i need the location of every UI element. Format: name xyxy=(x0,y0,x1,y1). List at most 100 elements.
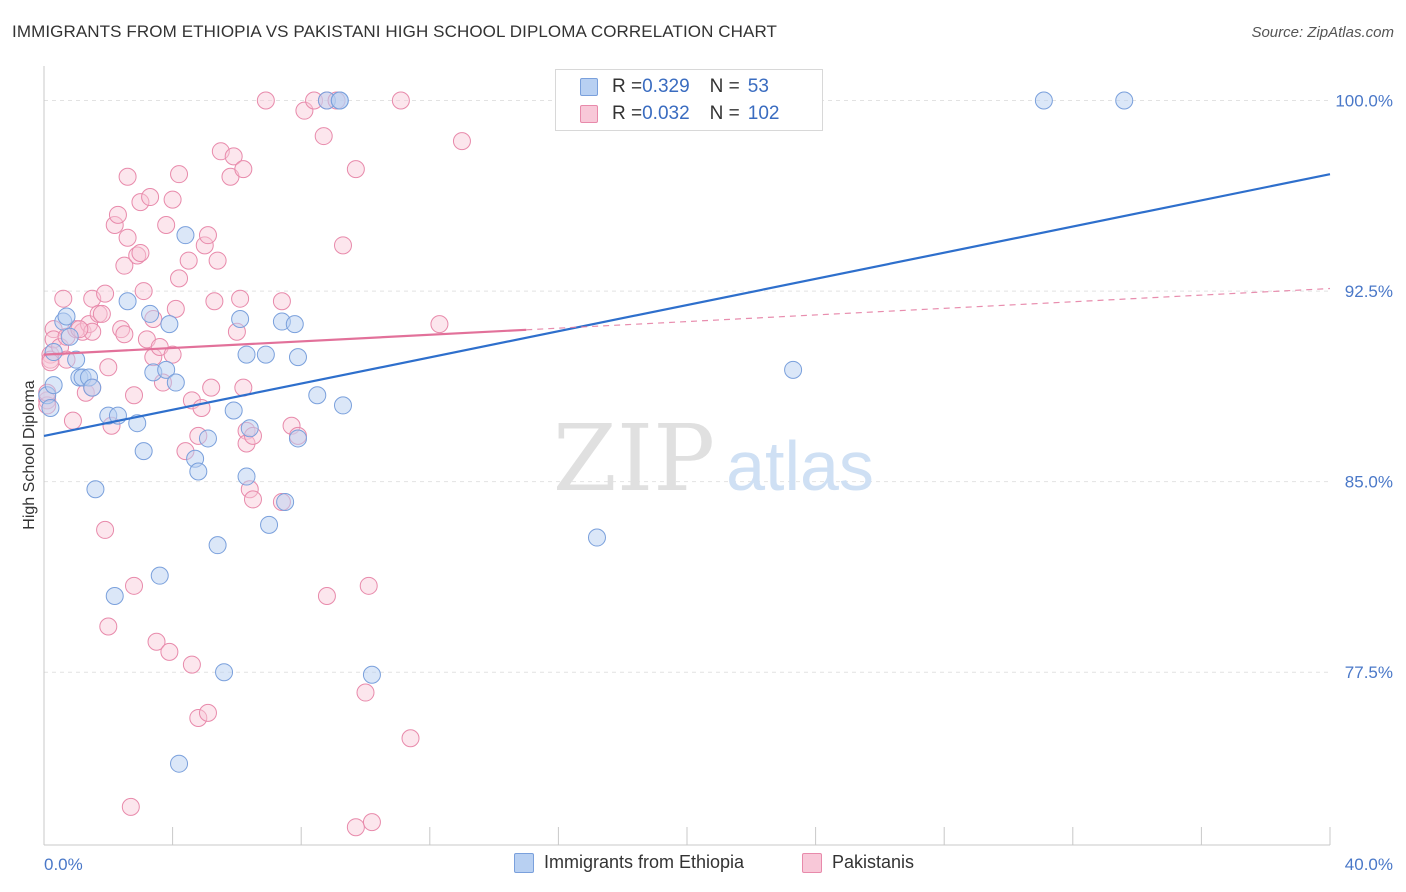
axes xyxy=(43,66,1331,846)
data-point-pakistanis xyxy=(208,251,227,270)
series-swatch-pink xyxy=(802,852,822,873)
data-point-pakistanis xyxy=(54,289,73,308)
data-point-pakistanis xyxy=(256,91,275,110)
correlation-legend: R = 0.329 N = 53 R = 0.032 N = 102 xyxy=(555,69,823,131)
data-point-ethiopia xyxy=(189,462,208,481)
data-point-ethiopia xyxy=(362,665,381,684)
data-point-ethiopia xyxy=(231,310,250,329)
data-point-pakistanis xyxy=(314,127,333,146)
data-point-ethiopia xyxy=(256,345,275,364)
y-tick-label: 92.5% xyxy=(1345,282,1393,301)
data-point-pakistanis xyxy=(128,246,147,265)
data-point-pakistanis xyxy=(391,91,410,110)
data-point-pakistanis xyxy=(147,632,166,651)
series-legend-pakistanis[interactable]: Pakistanis xyxy=(802,852,914,873)
data-point-pakistanis xyxy=(131,193,150,212)
data-point-pakistanis xyxy=(125,576,144,595)
data-point-pakistanis xyxy=(205,292,224,311)
data-point-pakistanis xyxy=(121,797,140,816)
data-point-pakistanis xyxy=(356,683,375,702)
legend-r-value: 0.032 xyxy=(642,103,690,124)
source-label: Source: ZipAtlas.com xyxy=(1251,24,1394,41)
data-point-pakistanis xyxy=(170,269,189,288)
legend-row-ethiopia: R = 0.329 N = 53 xyxy=(580,74,769,100)
data-point-ethiopia xyxy=(285,315,304,334)
data-point-pakistanis xyxy=(202,378,221,397)
data-point-ethiopia xyxy=(41,398,60,417)
watermark-zip: ZIP xyxy=(553,405,715,512)
data-point-ethiopia xyxy=(134,442,153,461)
data-point-pakistanis xyxy=(430,315,449,334)
data-point-ethiopia xyxy=(237,467,256,486)
data-point-ethiopia xyxy=(224,401,243,420)
legend-n-label: N = xyxy=(709,103,740,124)
data-point-ethiopia xyxy=(157,360,176,379)
data-point-ethiopia xyxy=(86,480,105,499)
data-point-pakistanis xyxy=(96,284,115,303)
data-point-ethiopia xyxy=(166,373,185,392)
data-point-ethiopia xyxy=(128,414,147,433)
y-tick-labels: 77.5% 85.0% 92.5% 100.0% xyxy=(1335,91,1393,682)
data-point-pakistanis xyxy=(234,160,253,179)
data-point-pakistanis xyxy=(115,325,134,344)
legend-r-label: R = xyxy=(612,103,643,124)
data-point-ethiopia xyxy=(240,419,259,438)
data-point-pakistanis xyxy=(317,586,336,605)
y-tick-label: 100.0% xyxy=(1335,91,1393,110)
data-point-ethiopia xyxy=(118,292,137,311)
series-label-pakistanis: Pakistanis xyxy=(832,852,915,872)
data-point-pakistanis xyxy=(163,345,182,364)
trend-lines xyxy=(43,173,1331,437)
ethiopia-points xyxy=(38,91,1134,773)
data-point-ethiopia xyxy=(57,307,76,326)
data-point-ethiopia xyxy=(333,396,352,415)
data-point-ethiopia xyxy=(44,376,63,395)
chart-title: IMMIGRANTS FROM ETHIOPIA VS PAKISTANI HI… xyxy=(12,22,778,41)
data-point-pakistanis xyxy=(96,520,115,539)
x-tick-max: 40.0% xyxy=(1345,855,1393,874)
data-point-ethiopia xyxy=(237,345,256,364)
data-point-ethiopia xyxy=(288,429,307,448)
series-legend-ethiopia[interactable]: Immigrants from Ethiopia xyxy=(514,852,744,873)
data-point-ethiopia xyxy=(288,348,307,367)
data-point-ethiopia xyxy=(198,429,217,448)
series-label-ethiopia: Immigrants from Ethiopia xyxy=(544,852,745,872)
data-point-pakistanis xyxy=(362,813,381,832)
data-point-ethiopia xyxy=(330,91,349,110)
data-point-pakistanis xyxy=(160,642,179,661)
data-point-pakistanis xyxy=(359,576,378,595)
data-point-pakistanis xyxy=(134,282,153,301)
data-point-ethiopia xyxy=(44,343,63,362)
data-point-pakistanis xyxy=(346,818,365,837)
x-tick-min: 0.0% xyxy=(44,855,83,874)
pakistanis-points xyxy=(38,91,471,837)
data-point-ethiopia xyxy=(60,327,79,346)
data-point-ethiopia xyxy=(308,386,327,405)
legend-swatch-pink xyxy=(580,105,598,123)
data-point-pakistanis xyxy=(198,703,217,722)
series-legend: Immigrants from Ethiopia Pakistanis xyxy=(0,852,1406,878)
data-point-pakistanis xyxy=(224,147,243,166)
data-point-ethiopia xyxy=(1115,91,1134,110)
data-point-pakistanis xyxy=(195,236,214,255)
y-tick-label: 77.5% xyxy=(1345,663,1393,682)
legend-r-label: R = xyxy=(612,76,643,97)
data-point-pakistanis xyxy=(115,256,134,275)
data-point-pakistanis xyxy=(63,411,82,430)
data-point-pakistanis xyxy=(189,708,208,727)
trend-line-pakistanis-extension xyxy=(526,287,1331,331)
data-point-ethiopia xyxy=(587,528,606,547)
data-point-pakistanis xyxy=(99,358,118,377)
data-point-ethiopia xyxy=(176,226,195,245)
trend-line-ethiopia xyxy=(43,173,1331,437)
data-point-ethiopia xyxy=(67,350,86,369)
data-point-ethiopia xyxy=(160,315,179,334)
data-point-pakistanis xyxy=(401,729,420,748)
data-point-pakistanis xyxy=(157,216,176,234)
data-point-ethiopia xyxy=(150,566,169,585)
data-point-pakistanis xyxy=(231,289,250,308)
y-tick-label: 85.0% xyxy=(1345,473,1393,492)
data-point-ethiopia xyxy=(83,378,102,397)
data-point-pakistanis xyxy=(166,299,185,318)
